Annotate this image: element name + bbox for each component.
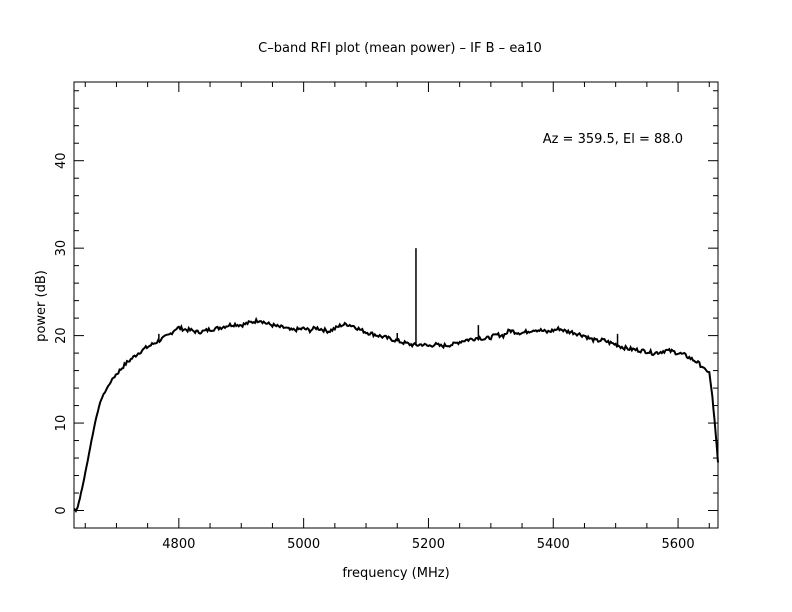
x-axis-label: frequency (MHz)	[342, 566, 449, 581]
x-tick-label: 4800	[162, 537, 195, 552]
y-tick-label: 40	[54, 152, 69, 169]
az-el-annotation: Az = 359.5, El = 88.0	[543, 132, 683, 147]
x-tick-label: 5600	[662, 537, 695, 552]
chart-title: C–band RFI plot (mean power) – IF B – ea…	[258, 41, 542, 56]
y-axis-label: power (dB)	[34, 270, 49, 342]
axis-ticks	[74, 82, 718, 529]
x-tick-labels: 4800 5000 5200 5400 5600	[162, 537, 694, 552]
y-tick-label: 30	[54, 240, 69, 257]
x-tick-label: 5200	[412, 537, 445, 552]
plot-frame	[73, 81, 719, 529]
power-trace-line	[73, 316, 719, 513]
y-tick-label: 10	[54, 415, 69, 432]
y-tick-label: 0	[54, 506, 69, 514]
x-tick-label: 5400	[537, 537, 570, 552]
x-tick-label: 5000	[287, 537, 320, 552]
y-tick-labels: 0 10 20 30 40	[54, 152, 69, 514]
rfi-spikes	[158, 248, 619, 346]
y-tick-label: 20	[54, 327, 69, 344]
